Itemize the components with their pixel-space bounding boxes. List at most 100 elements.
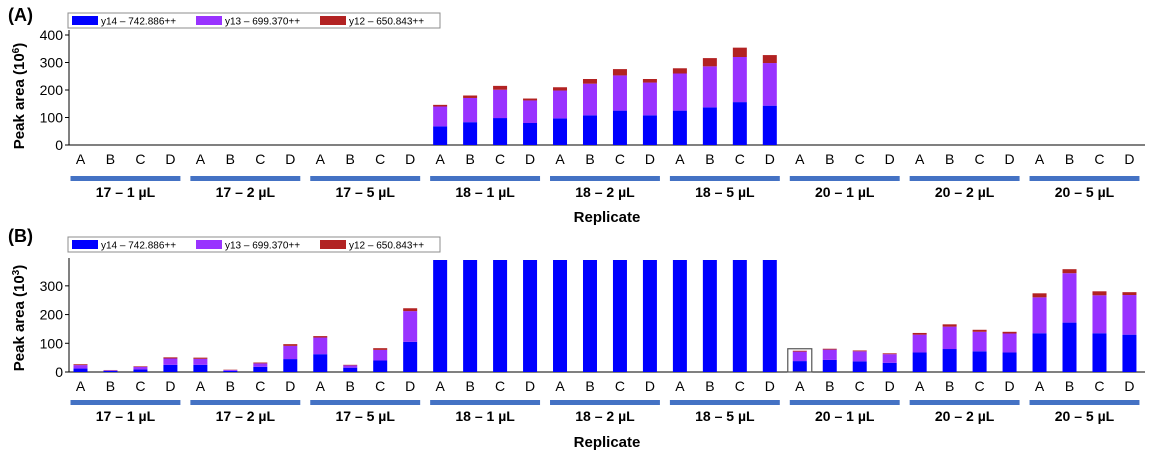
group-bar — [909, 176, 1020, 181]
legend-box — [67, 12, 441, 29]
bar-y14 — [223, 370, 238, 372]
x-tick-label: D — [165, 378, 175, 394]
x-tick-label: C — [135, 151, 145, 167]
panel-b-label: (B) — [8, 226, 33, 246]
bar-y14 — [732, 102, 747, 145]
x-tick-label: A — [795, 378, 805, 394]
y-tick-label: 300 — [40, 55, 64, 71]
x-tick-label: A — [316, 378, 326, 394]
x-tick-label: B — [465, 378, 474, 394]
group-bar — [310, 176, 421, 181]
x-tick-label: C — [1094, 151, 1104, 167]
bar-y14 — [283, 359, 298, 372]
y-tick-label: 200 — [40, 307, 64, 323]
x-tick-label: A — [915, 378, 925, 394]
legend-swatch-y13 — [196, 16, 222, 25]
legend-swatch-y14 — [72, 16, 98, 25]
x-tick-label: A — [76, 151, 86, 167]
x-tick-label: C — [375, 151, 385, 167]
bar-y14 — [792, 361, 807, 372]
bar-y13 — [672, 73, 687, 111]
bar-y13 — [103, 370, 118, 371]
bar-y13 — [1032, 297, 1047, 334]
panel-b-legend: y14 – 742.886++ y13 – 699.370++ y12 – 65… — [67, 236, 441, 253]
bar-y12 — [343, 364, 358, 366]
x-tick-label: B — [585, 378, 594, 394]
panel-b-y-axis-label: Peak area (103) — [11, 265, 28, 371]
bar-y13 — [553, 90, 568, 119]
x-tick-label: A — [555, 151, 565, 167]
bar-y12 — [852, 350, 867, 352]
bar-y12 — [283, 344, 298, 346]
x-tick-label: B — [825, 151, 834, 167]
bar-y12 — [702, 58, 717, 67]
x-tick-label: B — [346, 378, 355, 394]
x-tick-label: B — [465, 151, 474, 167]
x-tick-label: C — [1094, 378, 1104, 394]
x-tick-label: A — [555, 378, 565, 394]
x-tick-label: D — [645, 151, 655, 167]
x-tick-label: A — [795, 151, 805, 167]
bar-y14 — [103, 370, 118, 372]
x-tick-label: A — [915, 151, 925, 167]
panel-a-legend: y14 – 742.886++ y13 – 699.370++ y12 – 65… — [67, 12, 441, 29]
x-tick-label: C — [255, 378, 265, 394]
bar-y14 — [1092, 333, 1107, 372]
legend-swatch-y12 — [320, 16, 346, 25]
x-tick-label: B — [945, 151, 954, 167]
bar-y14 — [1062, 322, 1077, 372]
y-tick-label: 100 — [40, 110, 64, 126]
group-bar — [550, 400, 660, 405]
group-bar — [70, 176, 181, 181]
group-label: 17 – 5 µL — [335, 184, 395, 200]
group-label: 20 – 1 µL — [815, 184, 875, 200]
bar-y12 — [942, 324, 957, 327]
bar-y13 — [493, 89, 508, 119]
x-tick-label: B — [1065, 378, 1074, 394]
group-label: 20 – 5 µL — [1055, 184, 1115, 200]
bar-y14 — [582, 260, 597, 372]
bar-y13 — [882, 354, 897, 363]
bar-y14 — [1002, 352, 1017, 372]
group-bar — [1029, 176, 1140, 181]
group-label: 20 – 1 µL — [815, 408, 875, 424]
group-label: 20 – 5 µL — [1055, 408, 1115, 424]
x-tick-label: D — [1124, 378, 1134, 394]
bar-y12 — [612, 69, 627, 76]
x-tick-label: B — [106, 378, 115, 394]
x-tick-label: C — [855, 378, 865, 394]
group-bar — [190, 176, 301, 181]
bar-y13 — [582, 83, 597, 116]
bar-y14 — [612, 260, 627, 372]
bar-y14 — [73, 368, 88, 372]
x-tick-label: A — [435, 378, 445, 394]
bar-y12 — [912, 332, 927, 335]
panel-b-ylabel-close: ) — [11, 265, 28, 270]
legend-box — [67, 236, 441, 253]
legend-label-y13: y13 – 699.370++ — [225, 241, 300, 252]
bar-y14 — [493, 118, 508, 145]
x-tick-label: C — [495, 378, 505, 394]
panel-b-x-axis-label: Replicate — [574, 434, 641, 451]
bar-y14 — [553, 260, 568, 372]
x-tick-label: B — [585, 151, 594, 167]
bar-y14 — [882, 362, 897, 372]
bar-y14 — [523, 260, 538, 372]
x-tick-label: D — [885, 378, 895, 394]
bar-y14 — [433, 260, 448, 372]
bar-y14 — [403, 341, 418, 372]
x-tick-label: B — [1065, 151, 1074, 167]
panel-a-ylabel-exponent: 6 — [11, 47, 22, 53]
group-bar — [669, 176, 780, 181]
bar-y14 — [433, 126, 448, 145]
bar-y12 — [403, 308, 418, 312]
panel-b: (B) y14 – 742.886++ y13 – 699.370++ y12 … — [8, 226, 640, 451]
bar-y12 — [792, 350, 807, 352]
y-tick-label: 0 — [55, 364, 63, 380]
bar-y12 — [582, 79, 597, 84]
x-tick-label: D — [285, 151, 295, 167]
bar-y14 — [343, 367, 358, 372]
bar-y13 — [1062, 273, 1077, 323]
bar-y12 — [163, 357, 178, 359]
bar-y14 — [702, 260, 717, 372]
